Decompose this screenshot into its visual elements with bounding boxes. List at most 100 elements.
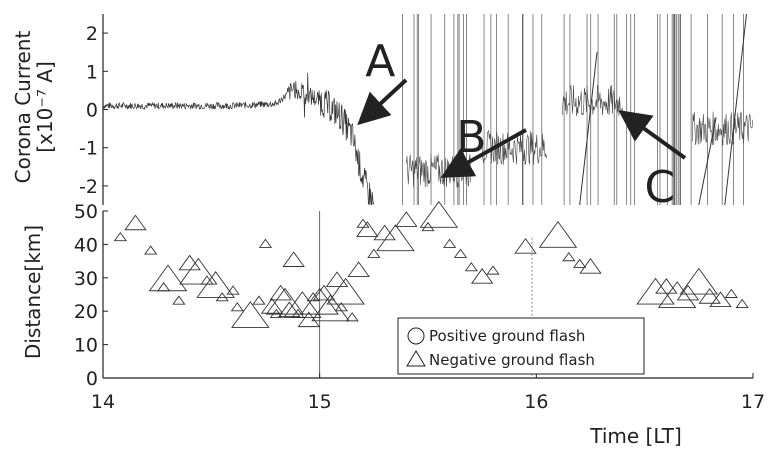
bottom-y-axis-ticks: 0 10 20 30 40 50	[74, 201, 108, 390]
negative-flash-marker	[579, 258, 602, 274]
bottom-panel: 0 10 20 30 40 50 14 15 16 17 Distance[km] Time […	[21, 200, 765, 448]
negative-flash-marker	[157, 282, 171, 292]
negative-flash-marker	[679, 267, 719, 295]
negative-flash-marker	[258, 238, 273, 248]
negative-flash-marker	[179, 257, 218, 285]
negative-flash-marker	[538, 220, 578, 248]
negative-flash-marker	[278, 301, 301, 318]
x-tick-label: 16	[524, 391, 548, 413]
corona-current-spike	[724, 14, 747, 205]
negative-flash-marker	[514, 237, 537, 254]
negative-flash-marker	[196, 271, 235, 298]
corona-current-spike	[579, 52, 598, 205]
bottom-y-axis-label: Distance[km]	[21, 225, 45, 359]
negative-flash-marker	[676, 284, 700, 301]
corona-trace-group	[103, 14, 753, 205]
top-y-tick-label: -2	[79, 176, 98, 198]
negative-flash-marker	[453, 248, 468, 258]
negative-flash-marker	[464, 262, 478, 272]
corona-current-series	[692, 111, 753, 146]
corona-current-series	[562, 84, 624, 117]
negative-flash-marker	[334, 302, 348, 312]
negative-flash-marker	[698, 288, 721, 304]
negative-flash-marker	[724, 288, 738, 298]
annotation-label: C	[644, 162, 675, 213]
negative-flash-marker	[367, 248, 381, 258]
negative-flash-marker	[373, 224, 396, 241]
negative-flash-marker	[269, 308, 283, 318]
legend-box	[397, 317, 645, 375]
negative-flash-marker	[356, 221, 379, 237]
negative-flash-marker	[345, 312, 359, 322]
top-y-axis-label-line1: Corona Current	[11, 31, 35, 184]
negative-flash-marker	[231, 301, 270, 328]
corona-current-plot-area	[103, 14, 753, 205]
legend-entry-negative: Negative ground flash	[429, 351, 595, 369]
negative-flash-marker	[395, 211, 418, 227]
negative-flash-marker	[470, 268, 494, 284]
negative-flash-marker	[226, 285, 240, 295]
negative-flash-marker	[265, 287, 305, 315]
annotation-label: A	[365, 36, 395, 87]
x-axis-label: Time [LT]	[589, 424, 682, 448]
negative-flash-marker	[311, 294, 350, 322]
annotations: ABC	[357, 36, 687, 213]
negative-flash-marker	[172, 295, 186, 305]
corona-current-spike	[698, 117, 717, 205]
bottom-y-tick-label: 20	[74, 301, 98, 323]
negative-flash-marker	[200, 275, 214, 285]
negative-flash-marker	[419, 200, 459, 228]
corona-current-series	[103, 72, 375, 205]
bottom-y-tick-label: 30	[74, 268, 98, 290]
negative-flash-marker	[735, 298, 749, 308]
negative-flash-marker	[709, 291, 732, 308]
negative-flash-marker	[252, 295, 266, 305]
negative-flash-marker	[655, 278, 678, 294]
x-tick-label: 15	[308, 391, 332, 413]
negative-flash-marker	[178, 254, 201, 271]
annotation-arrow	[357, 78, 408, 126]
negative-flash-marker	[636, 277, 675, 305]
negative-flash-marker	[124, 214, 147, 231]
x-tick-label: 17	[741, 391, 765, 413]
top-y-tick-label: 0	[86, 100, 98, 122]
negative-flash-marker	[573, 258, 587, 268]
x-axis-ticks: 14 15 16 17	[91, 373, 765, 413]
top-y-tick-label: 1	[86, 61, 98, 83]
bottom-panel-frame	[102, 211, 753, 379]
bottom-y-tick-label: 40	[74, 234, 98, 256]
negative-flash-marker	[283, 291, 322, 318]
top-y-axis-label-line2: [x10⁻⁷ A]	[33, 61, 57, 153]
x-tick-label: 14	[91, 391, 115, 413]
negative-flash-marker	[260, 298, 284, 314]
legend: Positive ground flash Negative ground fl…	[397, 317, 645, 375]
negative-flash-marker	[230, 302, 244, 312]
legend-circle-symbol	[407, 327, 425, 345]
negative-flash-marker	[297, 311, 321, 328]
negative-flash-marker	[269, 284, 292, 301]
legend-entry-positive: Positive ground flash	[429, 327, 585, 345]
negative-flash-marker	[113, 231, 127, 242]
negative-flash-marker	[347, 261, 370, 277]
negative-flash-marker	[326, 277, 365, 305]
top-y-axis-ticks: 2 1 0 -1 -2	[79, 23, 108, 198]
negative-flash-marker	[325, 271, 349, 287]
negative-flash-marker	[282, 251, 305, 267]
negative-flash-marker	[486, 265, 500, 275]
top-panel: 2 1 0 -1 -2 Corona Current [x10⁻⁷ A] ABC	[11, 14, 753, 213]
top-y-tick-label: 2	[86, 23, 98, 45]
legend-triangle-symbol	[406, 350, 426, 367]
negative-flash-marker	[148, 264, 188, 292]
annotation-arrow	[440, 128, 527, 178]
negative-flash-marker	[144, 245, 158, 255]
negative-flash-marker	[312, 284, 336, 301]
negative-flash-marker	[215, 292, 229, 302]
bottom-y-tick-label: 50	[74, 201, 98, 223]
bottom-y-tick-label: 0	[86, 368, 98, 390]
annotation-arrow	[618, 109, 687, 160]
negative-flash-marker	[376, 224, 415, 252]
negative-flash-marker	[657, 281, 697, 308]
negative-flash-marker	[421, 221, 435, 232]
negative-flash-marker	[443, 238, 457, 248]
